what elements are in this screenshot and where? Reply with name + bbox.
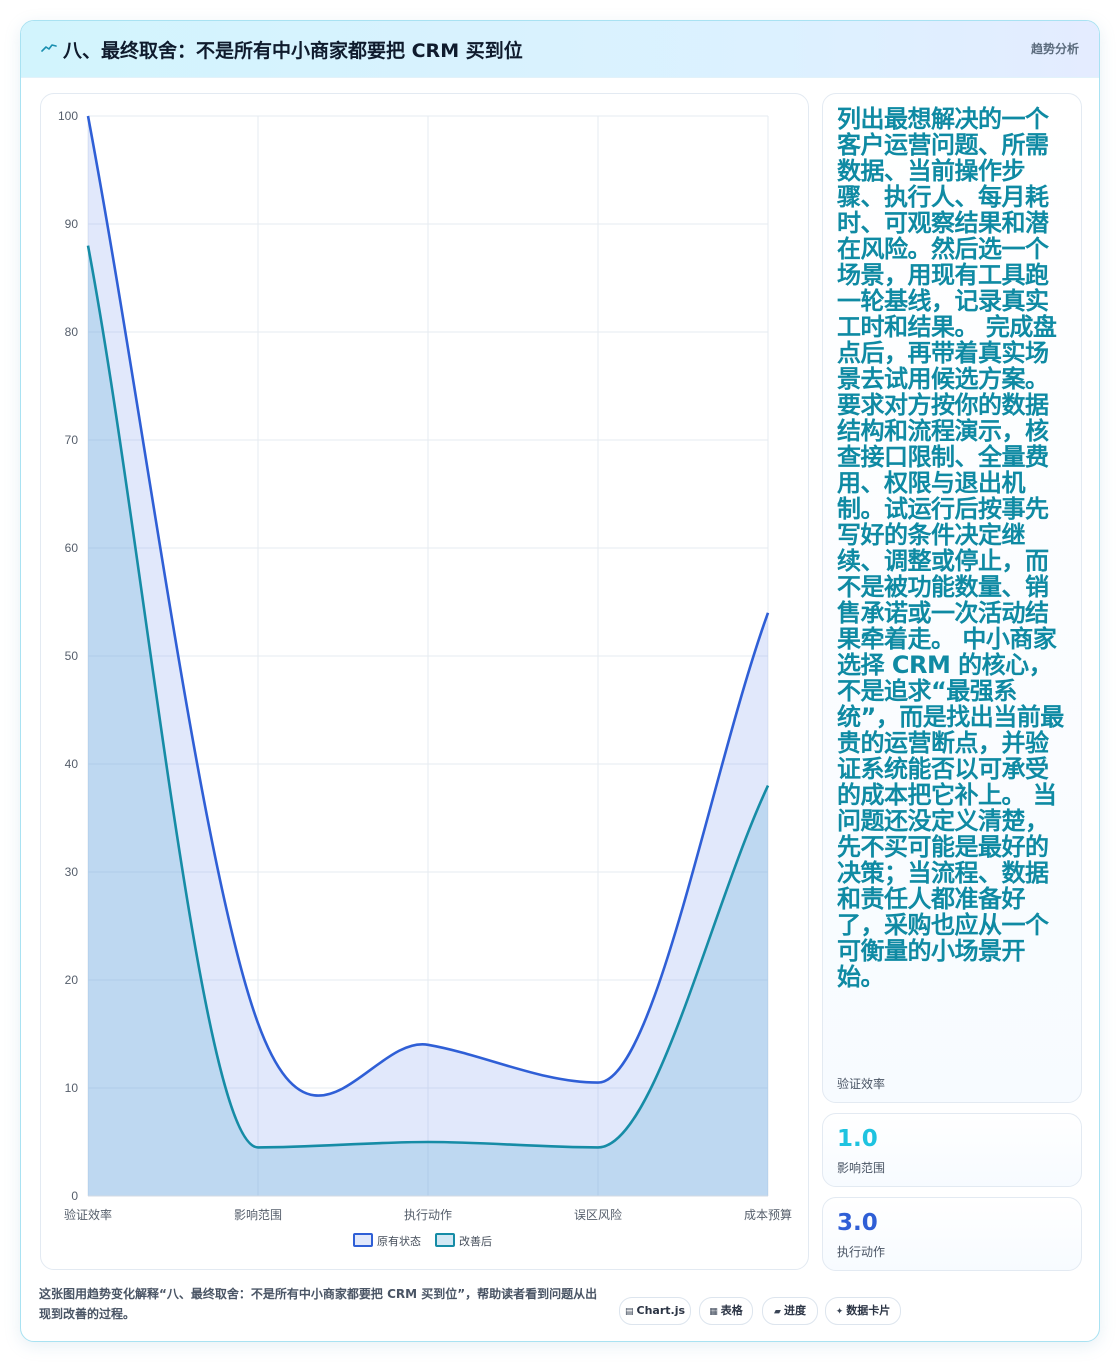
pill-table[interactable]: ▦ 表格 <box>699 1297 753 1325</box>
metric-card-1: 1.0 影响范围 <box>822 1113 1082 1187</box>
y-tick-label: 10 <box>65 1081 79 1095</box>
pill-label: 进度 <box>783 1304 806 1317</box>
chart-icon: ▤ <box>624 1307 634 1317</box>
pill-label: 数据卡片 <box>846 1304 891 1317</box>
x-tick-label: 执行动作 <box>404 1208 452 1222</box>
progress-icon: ▰ <box>774 1307 781 1317</box>
description-text: 列出最想解决的一个客户运营问题、所需数据、当前操作步骤、执行人、每月耗时、可观察… <box>837 105 1064 991</box>
table-icon: ▦ <box>709 1307 718 1317</box>
chart-panel: 0 10 20 30 40 50 60 70 80 90 100 验证效率 影响范围 执行动作 误区风险 成本… <box>40 93 809 1270</box>
sparkle-icon: ✦ <box>835 1307 844 1317</box>
series-area <box>88 245 768 1197</box>
y-tick-label: 0 <box>71 1189 78 1203</box>
y-tick-label: 50 <box>65 649 79 663</box>
description-card: 列出最想解决的一个客户运营问题、所需数据、当前操作步骤、执行人、每月耗时、可观察… <box>822 93 1082 1103</box>
pill-data-card[interactable]: ✦ 数据卡片 <box>825 1297 901 1325</box>
line-chart: 0 10 20 30 40 50 60 70 80 90 100 验证效率 影响范围 执行动作 误区风险 成本… <box>58 109 792 1248</box>
metric-value: 3.0 <box>837 1210 878 1236</box>
footer-note: 这张图用趋势变化解释“八、最终取舍：不是所有中小商家都要把 CRM 买到位”，帮… <box>39 1287 598 1321</box>
card-header: 八、最终取舍：不是所有中小商家都要把 CRM 买到位 趋势分析 <box>21 21 1099 78</box>
chart-card: 八、最终取舍：不是所有中小商家都要把 CRM 买到位 趋势分析 0 10 20 30 4… <box>20 20 1100 1342</box>
x-tick-label: 成本预算 <box>744 1207 792 1222</box>
x-tick-label: 验证效率 <box>64 1207 112 1222</box>
pill-label: 表格 <box>720 1304 743 1317</box>
series-line <box>86 115 770 1097</box>
x-tick-label: 误区风险 <box>574 1207 622 1222</box>
y-tick-label: 80 <box>65 325 79 339</box>
card-tag: 趋势分析 <box>1030 42 1079 56</box>
y-tick-label: 70 <box>65 433 79 447</box>
metric-card-2: 3.0 执行动作 <box>822 1197 1082 1271</box>
metric-label: 影响范围 <box>837 1161 886 1175</box>
pill-label: Chart.js <box>636 1304 686 1317</box>
card-title: 八、最终取舍：不是所有中小商家都要把 CRM 买到位 <box>63 40 523 62</box>
y-tick-label: 60 <box>65 541 79 555</box>
legend-label: 原有状态 <box>377 1234 421 1248</box>
legend-swatch <box>435 1233 455 1247</box>
legend-label: 改善后 <box>459 1234 492 1248</box>
y-tick-label: 90 <box>65 217 79 231</box>
y-tick-label: 100 <box>58 109 78 123</box>
y-tick-label: 20 <box>65 973 79 987</box>
series-line <box>86 245 770 1149</box>
x-tick-label: 影响范围 <box>234 1207 282 1222</box>
pill-chartjs[interactable]: ▤ Chart.js <box>619 1297 691 1325</box>
description-label: 验证效率 <box>837 1077 886 1091</box>
y-tick-label: 40 <box>65 757 79 771</box>
legend-swatch <box>353 1233 373 1247</box>
sparkline-icon <box>41 44 57 52</box>
metric-label: 执行动作 <box>837 1245 886 1259</box>
y-tick-label: 30 <box>65 865 79 879</box>
series-area <box>88 116 768 1196</box>
pill-progress[interactable]: ▰ 进度 <box>762 1297 818 1325</box>
metric-value: 1.0 <box>837 1126 878 1152</box>
